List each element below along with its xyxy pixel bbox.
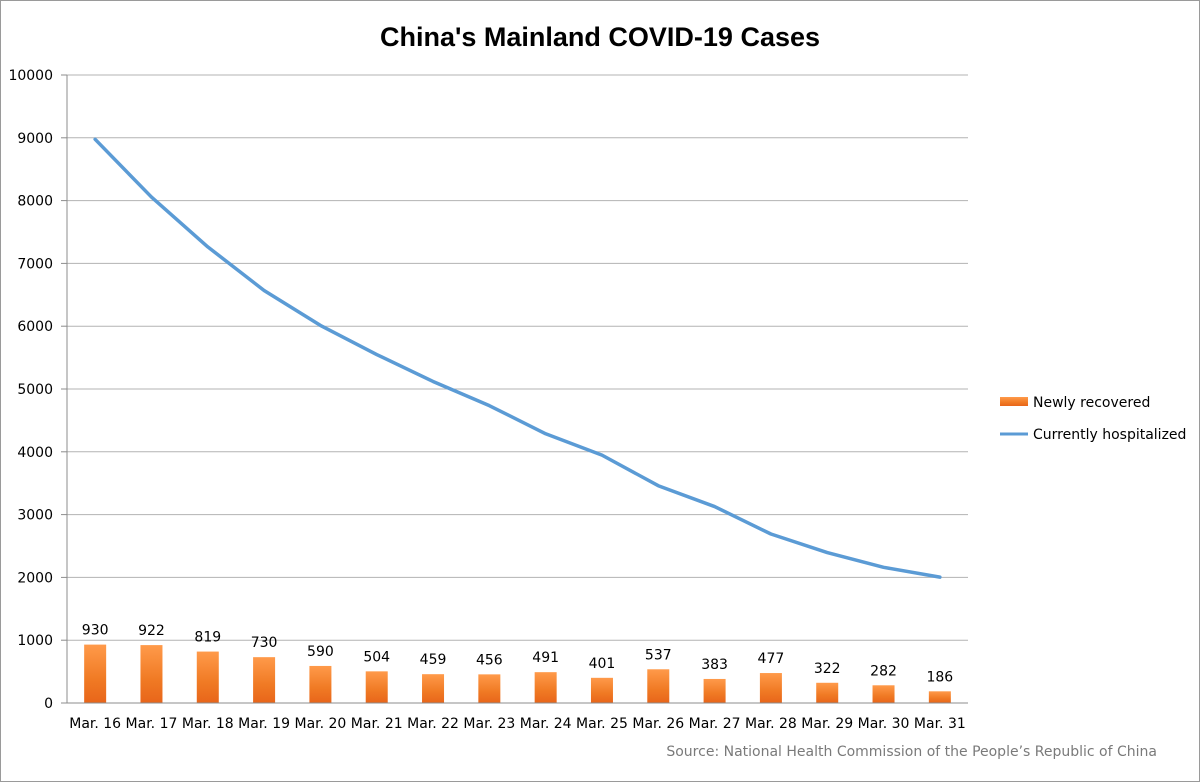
bar-newly-recovered [309,665,332,703]
bar-data-label: 383 [701,657,728,673]
chart-title: China's Mainland COVID-19 Cases [380,22,820,52]
bar-newly-recovered [84,644,107,703]
bar-data-label: 537 [645,647,672,663]
legend-swatch-newly-recovered [1000,397,1028,406]
x-tick-label: Mar. 23 [463,716,515,732]
x-tick-label: Mar. 30 [858,716,910,732]
x-tick-label: Mar. 20 [294,716,346,732]
y-tick-label: 9000 [17,131,53,147]
bar-data-labels: 930 922 819 730 590 504 459 456 491 401 537 383 477 3… [82,623,954,686]
bar-newly-recovered [816,682,839,703]
bar-series [84,644,951,703]
bar-data-label: 401 [589,656,616,672]
bar-newly-recovered [703,678,726,703]
x-tick-label: Mar. 16 [69,716,121,732]
x-tick-label: Mar. 24 [520,716,572,732]
x-tick-label: Mar. 18 [182,716,234,732]
y-tick-label: 0 [44,696,53,712]
x-tick-label: Mar. 29 [801,716,853,732]
bar-data-label: 922 [138,623,165,639]
bar-data-label: 459 [420,652,447,668]
x-tick-label: Mar. 26 [632,716,684,732]
x-tick-label: Mar. 21 [351,716,403,732]
x-tick-label: Mar. 28 [745,716,797,732]
x-tick-label: Mar. 27 [689,716,741,732]
bar-newly-recovered [534,672,557,703]
legend: Newly recovered Currently hospitalized [1000,395,1186,443]
bar-newly-recovered [759,673,782,703]
y-tick-label: 4000 [17,445,53,461]
bar-data-label: 491 [532,650,559,666]
line-currently-hospitalized [93,137,942,579]
bar-data-label: 282 [870,663,897,679]
bar-newly-recovered [140,645,163,703]
bar-newly-recovered [928,691,951,703]
bar-data-label: 322 [814,661,841,677]
source-note: Source: National Health Commission of th… [666,744,1157,760]
y-tick-label: 5000 [17,382,53,398]
x-tick-label: Mar. 25 [576,716,628,732]
y-tick-label: 10000 [8,68,53,84]
x-tick-label: Mar. 31 [914,716,966,732]
bar-newly-recovered [478,674,501,703]
y-tick-label: 8000 [17,194,53,210]
x-tick-label: Mar. 19 [238,716,290,732]
bar-data-label: 590 [307,644,334,660]
x-tick-label: Mar. 22 [407,716,459,732]
x-tick-label: Mar. 17 [126,716,178,732]
bar-data-label: 456 [476,652,503,668]
y-tick-label: 2000 [17,570,53,586]
y-tick-label: 1000 [17,633,53,649]
y-tick-label: 6000 [17,319,53,335]
bar-newly-recovered [590,677,613,703]
y-axis: 0 1000 2000 3000 4000 5000 6000 7000 8000 9000 100… [8,68,68,712]
bar-newly-recovered [365,671,388,703]
bar-data-label: 930 [82,623,109,639]
legend-label-newly-recovered: Newly recovered [1033,395,1150,411]
y-tick-label: 3000 [17,508,53,524]
grid-lines [67,74,968,704]
x-axis: Mar. 16 Mar. 17 Mar. 18 Mar. 19 Mar. 20 Mar. … [67,702,968,732]
y-tick-label: 7000 [17,256,53,272]
line-series [93,137,942,579]
legend-label-currently-hospitalized: Currently hospitalized [1033,427,1186,443]
bar-newly-recovered [196,651,219,703]
bar-newly-recovered [647,669,670,703]
bar-data-label: 819 [194,630,221,646]
bar-newly-recovered [253,657,276,703]
bar-data-label: 186 [926,669,953,685]
bar-newly-recovered [872,685,895,703]
bar-data-label: 730 [251,635,278,651]
bar-data-label: 477 [758,651,785,667]
bar-newly-recovered [422,674,445,703]
bar-data-label: 504 [363,649,390,665]
